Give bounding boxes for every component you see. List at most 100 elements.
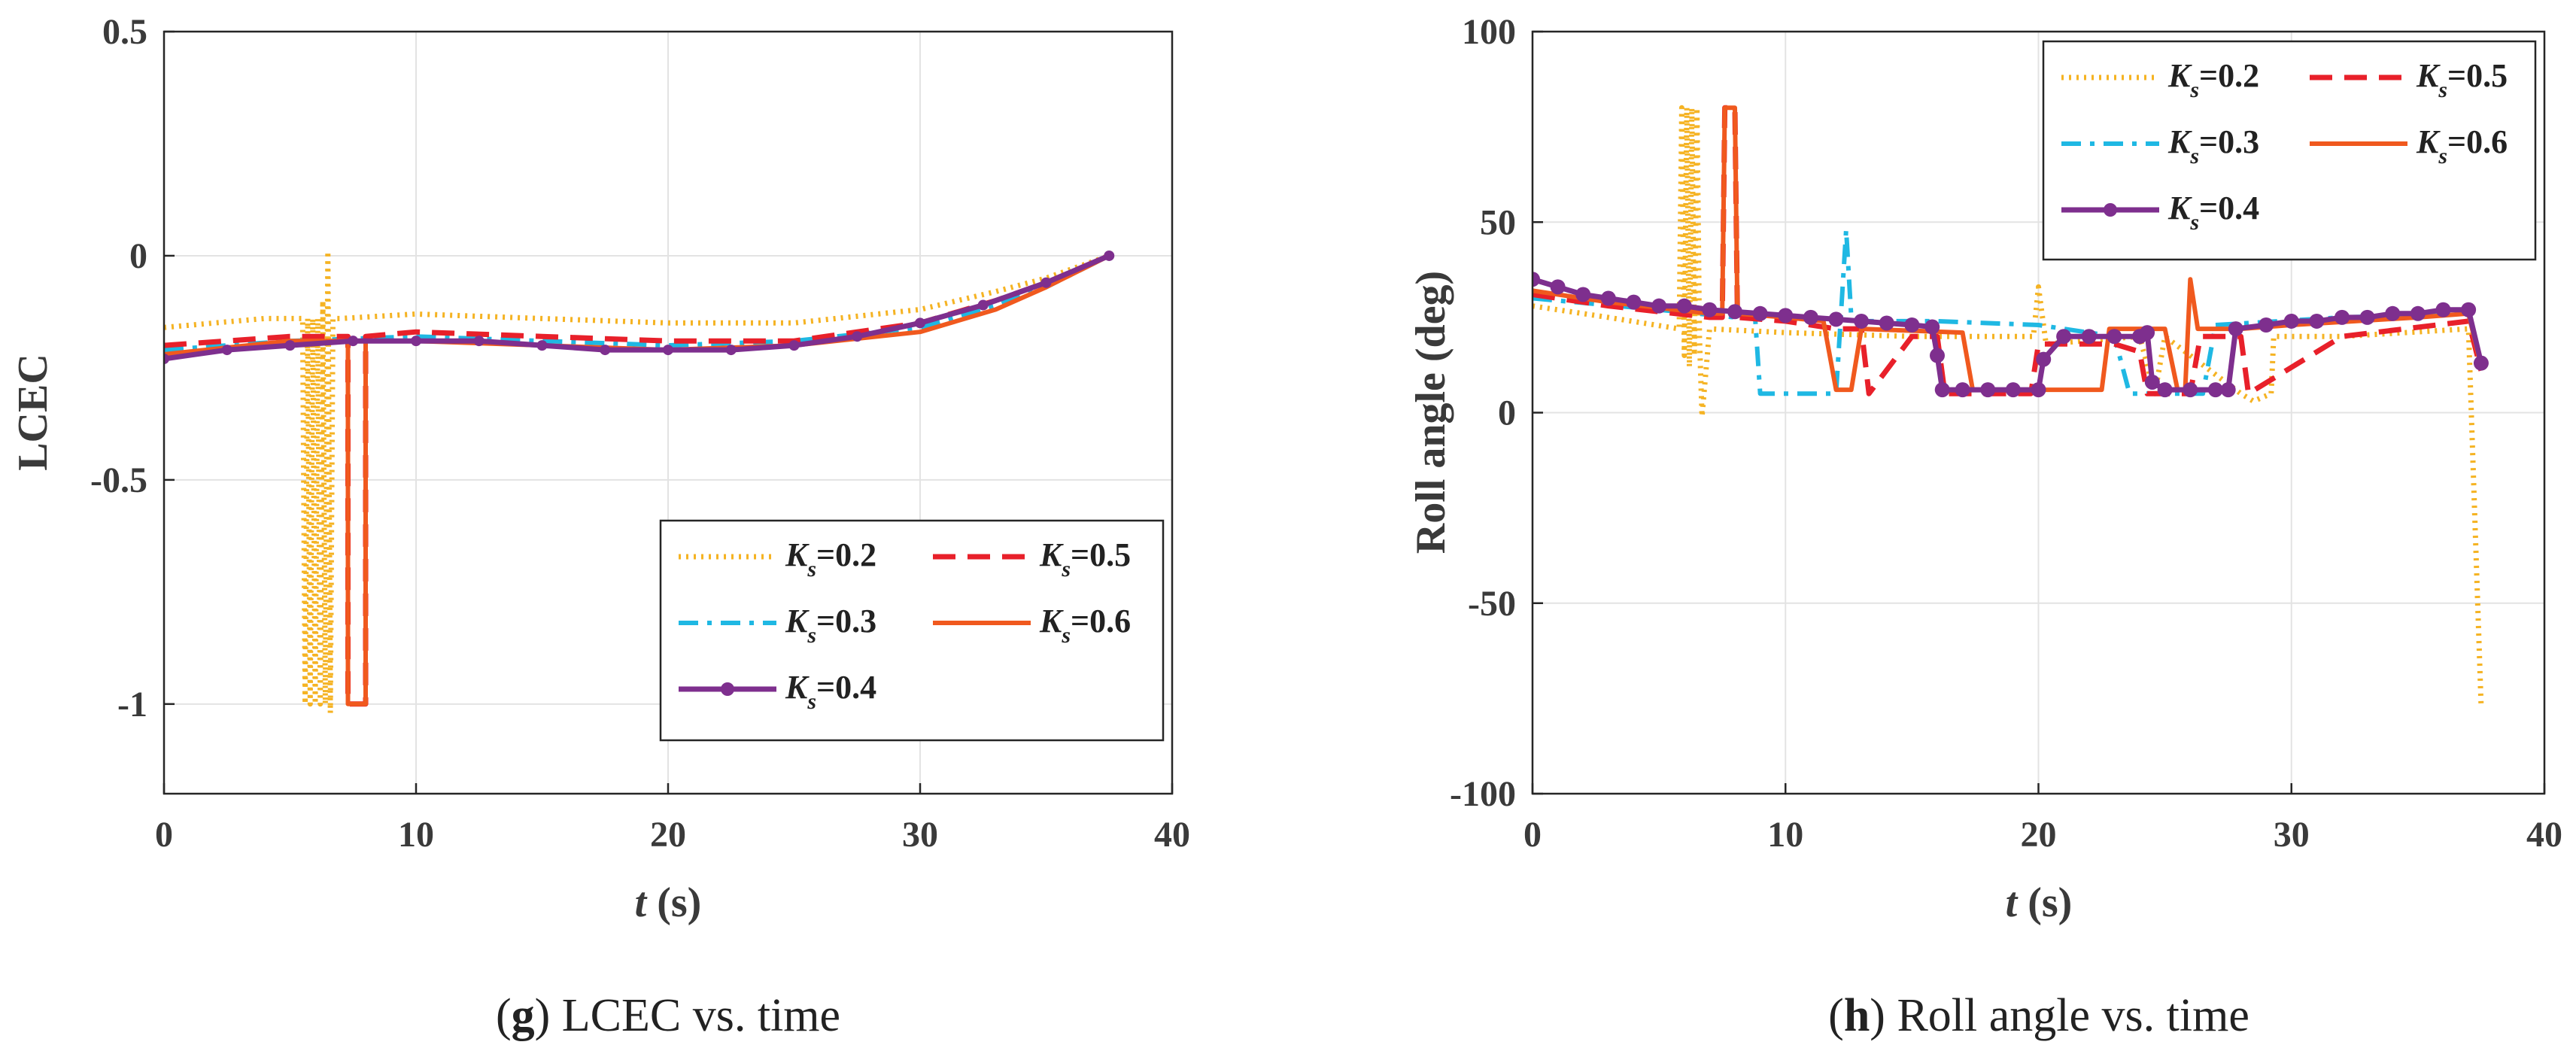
series-marker xyxy=(2031,382,2046,398)
legend-marker xyxy=(2104,203,2117,217)
legend-symbol: K xyxy=(2167,190,2192,226)
series-marker xyxy=(1930,348,1945,363)
series-marker xyxy=(2228,321,2243,337)
legend-value: =0.6 xyxy=(1071,603,1131,639)
series-marker xyxy=(1955,382,1970,398)
x-axis-symbol-h: t xyxy=(2006,879,2019,926)
series-marker xyxy=(1934,382,1950,398)
x-tick-label: 40 xyxy=(2526,815,2562,855)
legend-subscript: s xyxy=(807,557,816,582)
series-marker xyxy=(2107,329,2122,345)
legend-box-h xyxy=(2042,40,2537,261)
x-axis-unit-h: (s) xyxy=(2028,879,2072,926)
series-marker xyxy=(536,340,548,351)
series-marker xyxy=(663,345,673,356)
ticks-g: 0 10 20 30 40 -1 -0.5 0 0.5 xyxy=(90,12,1190,855)
x-tick-label: 10 xyxy=(1767,815,1803,855)
y-tick-label: 0 xyxy=(1498,393,1516,433)
y-tick-label: -1 xyxy=(117,685,147,724)
series-marker xyxy=(2435,302,2451,317)
legend-value: =0.5 xyxy=(1071,536,1131,573)
series-marker xyxy=(2081,329,2097,345)
caption-text-h: Roll angle vs. time xyxy=(1897,990,2249,1041)
series-marker xyxy=(725,345,737,356)
series-marker xyxy=(2144,374,2160,390)
legend-items-g: Ks=0.2 Ks=0.5Ks=0.3 Ks=0.6Ks=0.4 xyxy=(679,536,1131,714)
chart-panel-g: 0 10 20 30 40-1-0.500.5 LCEC t (s) Ks=0.2 Ks=0… xyxy=(10,12,1190,1041)
legend-value: =0.5 xyxy=(2447,57,2508,94)
legend-h: Ks=0.2 Ks=0.5Ks=0.3 Ks=0.6Ks=0.4 xyxy=(2042,40,2537,261)
legend-symbol: K xyxy=(2167,57,2192,94)
series-marker xyxy=(1980,382,1996,398)
y-tick-label: 0 xyxy=(129,236,147,276)
series-marker xyxy=(221,345,232,356)
series-marker xyxy=(977,299,989,311)
legend-value: =0.6 xyxy=(2447,123,2508,160)
series-marker xyxy=(1533,272,1540,287)
x-axis-label-g: t (s) xyxy=(635,879,702,926)
legend-label: Ks=0.6 xyxy=(2416,123,2508,169)
y-tick-label: 50 xyxy=(1480,202,1516,242)
legend-value: =0.4 xyxy=(816,669,876,706)
series-group-h xyxy=(1533,105,2489,706)
legend-value: =0.2 xyxy=(2199,57,2259,94)
series-marker xyxy=(1803,309,1818,325)
series-marker xyxy=(2220,382,2236,398)
series-marker xyxy=(2410,305,2426,321)
legend-symbol: K xyxy=(1039,536,1064,573)
x-tick-label: 40 xyxy=(1154,815,1190,855)
series-marker xyxy=(2140,325,2155,341)
series-marker xyxy=(1626,294,1642,310)
series-marker xyxy=(1575,287,1591,302)
series-marker xyxy=(2385,305,2401,321)
x-tick-label: 20 xyxy=(650,815,686,855)
series-marker xyxy=(2183,382,2198,398)
y-tick-label: -50 xyxy=(1468,584,1516,624)
y-tick-label: -0.5 xyxy=(90,460,147,500)
x-axis-unit-g: (s) xyxy=(657,879,701,926)
series-marker xyxy=(2005,382,2021,398)
legend-label: Ks=0.5 xyxy=(2416,57,2508,102)
series-clip-h xyxy=(1533,105,2489,706)
legend-symbol: K xyxy=(785,536,810,573)
series-marker xyxy=(2359,309,2375,325)
series-marker xyxy=(1778,308,1794,323)
x-tick-label: 30 xyxy=(2274,815,2310,855)
x-tick-label: 30 xyxy=(902,815,938,855)
legend-value: =0.4 xyxy=(2199,190,2259,226)
series-line-Ks-0_4 xyxy=(164,253,1112,362)
series-clip-g xyxy=(164,248,1115,716)
series-marker xyxy=(164,353,169,364)
legend-subscript: s xyxy=(1061,623,1071,648)
series-marker xyxy=(600,345,611,356)
series-marker xyxy=(348,336,359,347)
legend-symbol: K xyxy=(1039,603,1064,639)
legend-subscript: s xyxy=(2189,210,2199,235)
series-marker xyxy=(2036,351,2052,367)
legend-subscript: s xyxy=(2189,144,2199,169)
series-marker xyxy=(1924,319,1940,335)
series-marker xyxy=(1040,277,1052,288)
legend-items-h: Ks=0.2 Ks=0.5Ks=0.3 Ks=0.6Ks=0.4 xyxy=(2061,57,2508,235)
legend-g: Ks=0.2 Ks=0.5Ks=0.3 Ks=0.6Ks=0.4 xyxy=(659,519,1165,742)
series-marker xyxy=(852,331,863,342)
series-marker xyxy=(788,340,800,351)
series-marker xyxy=(1600,290,1616,306)
legend-label: Ks=0.2 xyxy=(785,536,876,582)
legend-subscript: s xyxy=(807,689,816,714)
legend-label: Ks=0.5 xyxy=(1039,536,1131,582)
x-tick-label: 10 xyxy=(398,815,434,855)
series-marker xyxy=(1676,298,1692,314)
legend-subscript: s xyxy=(2438,144,2447,169)
series-marker xyxy=(1104,250,1115,261)
series-marker xyxy=(2259,317,2274,333)
x-axis-symbol-g: t xyxy=(635,879,648,926)
legend-label: Ks=0.3 xyxy=(785,603,876,648)
legend-value: =0.3 xyxy=(816,603,876,639)
series-marker xyxy=(411,336,421,347)
series-marker xyxy=(1702,302,1718,317)
series-marker xyxy=(2056,329,2072,345)
legend-marker xyxy=(721,682,734,696)
